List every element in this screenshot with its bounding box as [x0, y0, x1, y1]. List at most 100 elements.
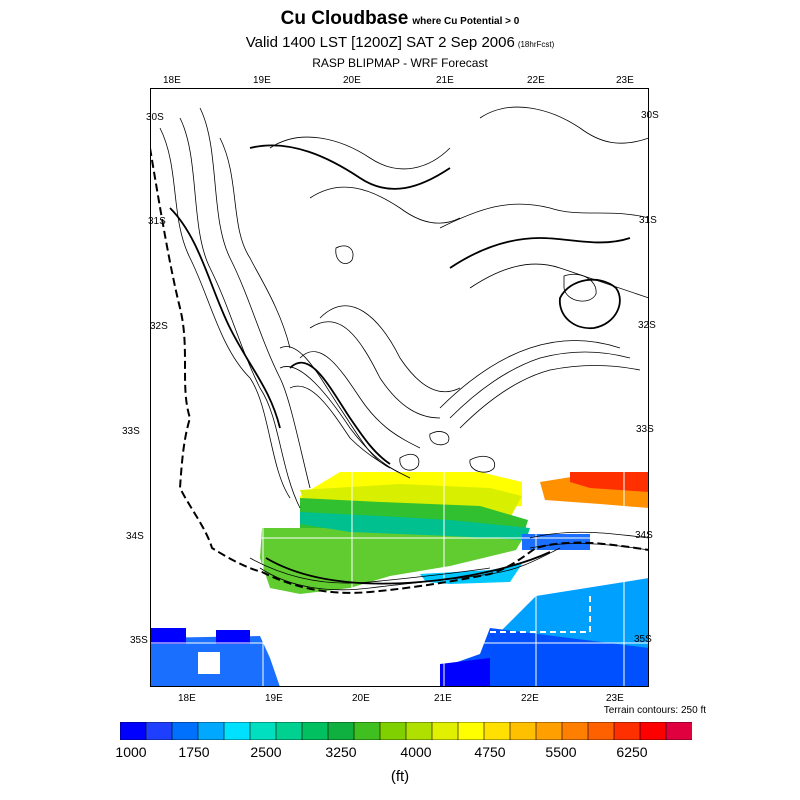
contour-mountain-5 [309, 321, 441, 419]
field-teal [300, 512, 530, 540]
lat-label-right-34s: 34S [635, 530, 653, 541]
colorbar-label-1000: 1000 [115, 744, 147, 760]
contour-basin-5 [335, 245, 354, 264]
lat-label-left-32s: 32S [150, 321, 168, 332]
field-red [570, 472, 649, 492]
colorbar-swatch [197, 722, 225, 740]
lat-label-left-30s: 30S [146, 112, 164, 123]
colorbar-unit: (ft) [390, 768, 410, 785]
field-sea-lightblue [500, 578, 649, 648]
source-label: RASP BLIPMAP - WRF Forecast [312, 56, 488, 70]
contour-bold-6 [265, 551, 551, 585]
colorbar-swatch [509, 722, 537, 740]
lon-label-bottom-19e: 19E [265, 693, 283, 704]
lat-label-left-31s: 31S [148, 216, 166, 227]
colorbar-swatch [561, 722, 589, 740]
contour-bold-3 [449, 237, 631, 269]
terrain-contours-bold [169, 144, 631, 585]
contour-south-2 [249, 557, 491, 584]
contour-mountain-3 [289, 385, 411, 479]
colorbar [120, 722, 692, 740]
colorbar-label-4000: 4000 [400, 744, 432, 760]
colorbar-swatch [483, 722, 511, 740]
contour-mountain-2 [279, 366, 401, 474]
colorbar-label-6250: 6250 [616, 744, 648, 760]
contour-north-1 [269, 136, 451, 170]
contour-basin-2 [469, 455, 496, 473]
field-sw-hole [198, 652, 220, 674]
lon-label-bottom-23e: 23E [606, 693, 624, 704]
contour-west-1 [159, 127, 291, 499]
lon-label-top-23e: 23E [616, 75, 634, 86]
colorbar-label-3250: 3250 [325, 744, 357, 760]
colorbar-swatch [249, 722, 277, 740]
lon-label-bottom-18e: 18E [178, 693, 196, 704]
map-frame [150, 88, 649, 687]
colorbar-swatch [353, 722, 381, 740]
graticule [150, 88, 649, 687]
contour-north-2 [309, 186, 461, 224]
contour-basin-4 [563, 273, 597, 302]
lon-label-bottom-20e: 20E [352, 693, 370, 704]
sea-boundary-line [490, 596, 591, 633]
colorbar-swatch [379, 722, 407, 740]
contour-bold-2 [249, 144, 451, 190]
contour-east-1 [469, 263, 649, 299]
title-qualifier: where Cu Potential > 0 [412, 16, 520, 27]
colorbar-label-2500: 2500 [250, 744, 282, 760]
colorbar-swatch [120, 722, 147, 740]
colorbar-swatch [665, 722, 692, 740]
lat-label-right-35s: 35S [634, 634, 652, 645]
contour-basin-3 [429, 431, 450, 446]
lat-label-right-32s: 32S [638, 320, 656, 331]
contour-mountain-4 [299, 351, 421, 449]
colorbar-swatch [457, 722, 485, 740]
contour-ridge-1 [439, 340, 621, 409]
colorbar-swatch [171, 722, 199, 740]
contour-west-3 [199, 107, 311, 489]
contour-bold-1 [169, 207, 281, 429]
colorbar-swatch [639, 722, 667, 740]
map-title: Cu Cloudbase where Cu Potential > 0 [0, 8, 800, 30]
colorbar-swatch [613, 722, 641, 740]
contour-east-2 [439, 203, 649, 229]
colorbar-label-5500: 5500 [545, 744, 577, 760]
contour-ridge-2 [449, 351, 631, 419]
colorbar-label-1750: 1750 [178, 744, 210, 760]
lon-label-top-21e: 21E [436, 75, 454, 86]
valid-time-text: Valid 1400 LST [1200Z] SAT 2 Sep 2006 [245, 34, 515, 51]
contour-bold-5 [289, 361, 391, 465]
forecast-hour: (18hrFcst) [517, 40, 555, 49]
terrain-note: Terrain contours: 250 ft [603, 705, 706, 716]
coastline [150, 147, 649, 594]
title-main: Cu Cloudbase [280, 8, 409, 29]
contour-mountain-6 [319, 305, 461, 393]
colorbar-label-4750: 4750 [474, 744, 506, 760]
contour-north-3 [479, 106, 649, 144]
lon-label-top-18e: 18E [163, 75, 181, 86]
lat-label-left-35s: 35S [130, 635, 148, 646]
contour-west-4 [219, 137, 291, 349]
contour-mountain-1 [279, 346, 391, 469]
contour-bold-4 [559, 278, 621, 329]
colorbar-swatch [301, 722, 329, 740]
colorbar-swatch [587, 722, 615, 740]
lat-label-right-33s: 33S [636, 424, 654, 435]
terrain-contours [159, 106, 649, 591]
colorbar-swatch [535, 722, 563, 740]
lon-label-bottom-22e: 22E [521, 693, 539, 704]
contour-basin-1 [399, 453, 420, 471]
valid-time: Valid 1400 LST [1200Z] SAT 2 Sep 2006 (18… [0, 34, 800, 51]
contour-ridge-3 [459, 365, 641, 429]
colorbar-swatch [327, 722, 355, 740]
lat-label-left-34s: 34S [126, 531, 144, 542]
colorbar-swatch [275, 722, 303, 740]
lon-label-bottom-21e: 21E [434, 693, 452, 704]
lon-label-top-20e: 20E [343, 75, 361, 86]
field-lightgreen [260, 528, 522, 594]
colorbar-swatch [223, 722, 251, 740]
map-svg [150, 88, 649, 687]
colorbar-swatch [431, 722, 459, 740]
contour-west-2 [179, 117, 301, 509]
contour-coast-east [529, 531, 649, 539]
